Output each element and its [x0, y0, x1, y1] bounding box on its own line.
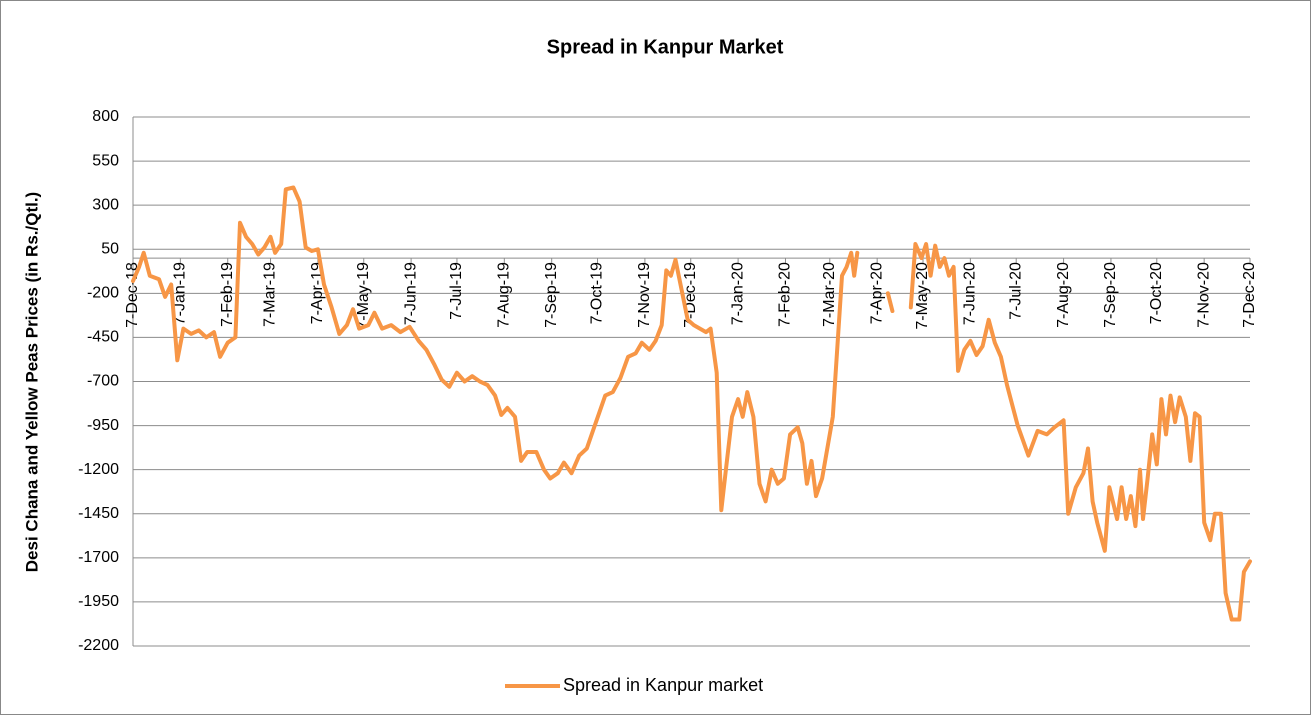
x-tick-label: 7-Sep-20 [1102, 262, 1119, 328]
x-tick-label: 7-Jan-20 [729, 262, 746, 325]
y-tick-label: -700 [87, 373, 119, 390]
y-tick-label: -1700 [78, 549, 119, 566]
x-tick-label: 7-Sep-19 [543, 262, 560, 328]
x-tick-label: 7-Dec-18 [124, 262, 141, 328]
x-tick-label: 7-Nov-20 [1195, 262, 1212, 328]
x-tick-label: 7-Oct-20 [1148, 262, 1165, 324]
x-tick-label: 7-Mar-20 [821, 262, 838, 327]
x-tick-label: 7-Jul-19 [448, 262, 465, 320]
x-tick-label: 7-Nov-19 [636, 262, 653, 328]
x-tick-label: 7-Feb-19 [219, 262, 236, 327]
y-tick-label: -450 [87, 329, 119, 346]
x-tick-label: 7-May-19 [355, 262, 372, 330]
x-tick-label: 7-Aug-19 [496, 262, 513, 328]
y-tick-label: 50 [101, 240, 119, 257]
x-tick-label: 7-Jun-20 [962, 262, 979, 325]
legend-label: Spread in Kanpur market [563, 675, 763, 695]
chart-title: Spread in Kanpur Market [547, 36, 784, 58]
y-tick-label: -1450 [78, 505, 119, 522]
data-line [131, 185, 1252, 622]
x-tick-label: 7-Jan-19 [172, 262, 189, 325]
y-tick-label: -200 [87, 285, 119, 302]
x-tick-label: 7-Dec-20 [1241, 262, 1258, 328]
x-tick-label: 7-Oct-19 [589, 262, 606, 324]
y-tick-label: 550 [92, 152, 119, 169]
y-axis-label: Desi Chana and Yellow Peas Prices (in Rs… [22, 192, 41, 572]
y-tick-label: -1950 [78, 593, 119, 610]
x-tick-label: 7-Mar-19 [262, 262, 279, 327]
y-tick-label: -1200 [78, 461, 119, 478]
x-tick-label: 7-Aug-20 [1055, 262, 1072, 328]
y-tick-label: -950 [87, 417, 119, 434]
x-tick-label: 7-Apr-20 [868, 262, 885, 324]
x-tick-label: 7-May-20 [914, 262, 931, 330]
x-tick-label: 7-Feb-20 [777, 262, 794, 327]
y-tick-label: -2200 [78, 637, 119, 654]
x-tick-label: 7-Jul-20 [1007, 262, 1024, 320]
y-tick-label: 300 [92, 196, 119, 213]
y-tick-label: 800 [92, 108, 119, 125]
x-tick-label: 7-Jun-19 [402, 262, 419, 325]
